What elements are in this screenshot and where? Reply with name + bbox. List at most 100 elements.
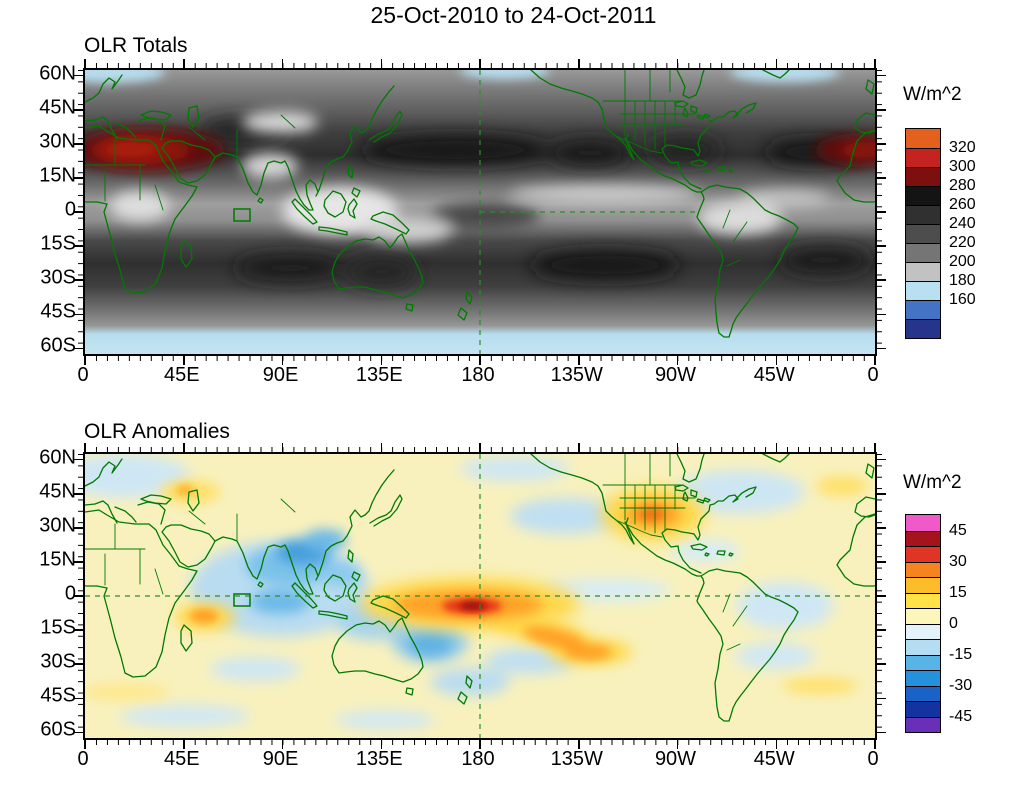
major-tick <box>877 347 886 350</box>
major-tick <box>380 443 382 452</box>
major-tick <box>877 663 886 665</box>
lon-label-6: 90W <box>654 364 697 386</box>
major-tick <box>183 443 185 452</box>
lat-label-3: 15N <box>39 164 76 187</box>
colorbar-tick-200: 200 <box>949 253 976 270</box>
colorbar-box-12 <box>906 701 940 717</box>
panel-title-anomalies: OLR Anomalies <box>84 420 230 443</box>
colorbar-tick-45: 45 <box>949 521 967 539</box>
major-tick <box>281 59 284 68</box>
major-tick <box>676 356 679 365</box>
longitude-axis-totals: 0 45E 90E 135E 180 135W 90W 45W 0 <box>77 364 878 390</box>
major-tick <box>877 109 886 111</box>
colorbar-tick--15: -15 <box>949 645 973 663</box>
major-tick <box>775 59 777 68</box>
major-tick <box>281 356 284 365</box>
lat-label-6: 30S <box>40 650 76 673</box>
colorbar-tick-220: 220 <box>949 234 976 251</box>
colorbar-box-6 <box>906 608 940 624</box>
lat-label-3: 15N <box>39 548 76 571</box>
major-tick <box>74 697 83 699</box>
major-tick <box>74 731 83 734</box>
region-marker-box-anomalies <box>233 593 251 607</box>
major-tick <box>877 245 886 247</box>
colorbar-box-0 <box>906 515 940 531</box>
major-tick <box>877 697 886 699</box>
colorbar-box-9 <box>906 300 940 319</box>
colorbar-box-13 <box>906 716 940 732</box>
colorbar-tick-180: 180 <box>949 272 976 289</box>
lon-label-6: 90W <box>654 748 697 770</box>
major-tick <box>877 177 886 179</box>
major-tick <box>775 740 777 749</box>
major-tick <box>877 629 886 631</box>
colorbar-tick-15: 15 <box>949 583 967 601</box>
major-tick <box>676 740 679 749</box>
major-tick <box>74 143 83 145</box>
major-tick <box>479 443 481 452</box>
colorbar-tick-240: 240 <box>949 215 976 232</box>
major-tick <box>281 740 284 749</box>
major-tick <box>877 279 886 281</box>
lon-label-3: 135E <box>355 364 403 386</box>
major-tick <box>479 740 481 749</box>
lat-label-7: 45S <box>40 300 76 323</box>
colorbar-tick-320: 320 <box>949 139 976 156</box>
major-tick <box>74 211 83 213</box>
lon-label-5: 135W <box>550 364 603 386</box>
major-tick <box>84 443 86 452</box>
major-tick <box>479 356 481 365</box>
colorbar-box-4 <box>906 577 940 593</box>
lat-label-8: 60S <box>40 334 76 357</box>
major-tick <box>183 356 185 365</box>
lat-label-7: 45S <box>40 684 76 707</box>
major-tick <box>877 211 886 213</box>
colorbar-box-10 <box>906 319 940 338</box>
colorbar-box-7 <box>906 623 940 639</box>
lat-label-2: 30N <box>39 514 76 537</box>
major-tick <box>877 143 886 145</box>
map-plot-anomalies <box>74 443 886 749</box>
map-plot-totals <box>74 59 886 365</box>
lat-label-0: 60N <box>39 62 76 85</box>
major-tick <box>380 356 382 365</box>
colorbar-units-label: W/m^2 <box>903 84 962 105</box>
lat-label-8: 60S <box>40 718 76 741</box>
major-tick <box>874 59 876 68</box>
colorbar-box-1 <box>906 148 940 167</box>
major-tick <box>74 177 83 179</box>
colorbar-tick--30: -30 <box>949 676 973 694</box>
colorbar-tick--45: -45 <box>949 707 973 725</box>
colorbar-units-label: W/m^2 <box>903 472 962 493</box>
colorbar-box-1 <box>906 530 940 546</box>
major-tick <box>74 595 83 597</box>
major-tick <box>84 740 86 749</box>
colorbar-box-0 <box>906 129 940 148</box>
major-tick <box>877 458 886 461</box>
colorbar-box-5 <box>906 592 940 608</box>
major-tick <box>183 740 185 749</box>
major-tick <box>874 443 876 452</box>
major-tick <box>84 356 86 365</box>
lat-label-5: 15S <box>40 232 76 255</box>
colorbar-box-2 <box>906 546 940 562</box>
colorbar-tick-260: 260 <box>949 196 976 213</box>
major-tick <box>578 59 580 68</box>
lon-label-8: 0 <box>867 748 879 770</box>
major-tick <box>676 59 679 68</box>
major-tick <box>74 527 83 529</box>
lon-label-3: 135E <box>355 748 403 770</box>
major-tick <box>775 443 777 452</box>
lon-label-7: 45W <box>753 364 795 386</box>
latitude-axis-totals: 60N 45N 30N 15N 0 15S 30S 45S 60S <box>0 62 76 357</box>
major-tick <box>877 527 886 529</box>
lon-label-0: 0 <box>77 748 89 770</box>
lon-label-4: 180 <box>461 364 495 386</box>
colorbar-box-3 <box>906 186 940 205</box>
colorbar-box-11 <box>906 685 940 701</box>
major-tick <box>380 740 382 749</box>
major-tick <box>74 493 83 495</box>
major-tick <box>74 245 83 247</box>
major-tick <box>74 313 83 315</box>
colorbar-box-8 <box>906 639 940 655</box>
